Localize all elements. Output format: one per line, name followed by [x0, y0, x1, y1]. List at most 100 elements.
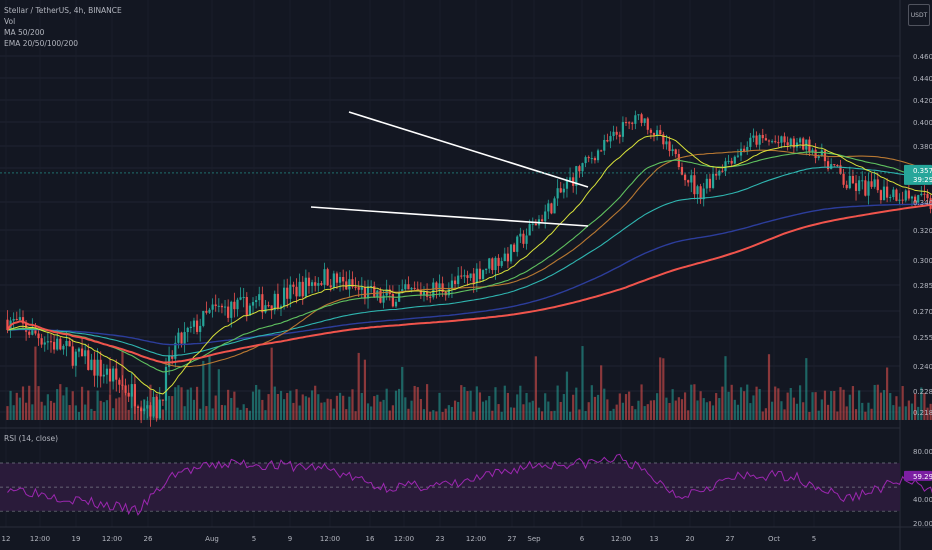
candle-body: [830, 164, 833, 170]
volume-bar: [289, 390, 292, 420]
candle-body: [332, 273, 335, 288]
volume-bar: [668, 403, 671, 420]
candle-body: [227, 306, 230, 318]
volume-bar: [258, 389, 261, 420]
candle-body: [6, 319, 9, 331]
volume-bar: [752, 395, 755, 420]
price-badge-countdown: 39:29: [913, 176, 932, 184]
volume-bar: [62, 395, 65, 420]
candle-body: [683, 174, 687, 181]
candle-body: [416, 288, 419, 290]
candle-body: [307, 277, 311, 286]
volume-bar: [861, 402, 864, 420]
volume-bar: [696, 400, 699, 420]
candle-body: [155, 396, 158, 419]
volume-bar: [808, 411, 811, 420]
time-tick-label: 12:00: [466, 535, 486, 543]
volume-bar: [398, 388, 401, 420]
time-tick-label: 23: [436, 535, 445, 543]
volume-bar: [366, 403, 370, 420]
volume-bar: [556, 385, 559, 420]
volume-bar: [705, 402, 708, 420]
candle-body: [503, 253, 506, 262]
candle-body: [130, 384, 133, 397]
volume-bar: [65, 387, 68, 420]
volume-bar: [774, 386, 777, 420]
volume-bar: [345, 409, 348, 420]
candle-body: [485, 268, 488, 271]
volume-bar: [848, 394, 851, 420]
volume-bar: [534, 356, 537, 420]
candle-body: [279, 306, 283, 309]
volume-bar: [363, 359, 367, 420]
candle-body: [646, 118, 649, 130]
candle-body: [435, 282, 438, 290]
candle-body: [870, 181, 873, 187]
candle-body: [733, 156, 736, 164]
volume-bar: [711, 405, 715, 420]
volume-bar: [640, 384, 643, 420]
candle-body: [161, 399, 164, 401]
volume-bar: [404, 397, 407, 420]
symbol-title[interactable]: Stellar / TetherUS, 4h, BINANCE: [4, 6, 122, 15]
volume-bar: [236, 407, 239, 420]
volume-bar: [836, 411, 839, 420]
candle-body: [767, 140, 771, 142]
candle-body: [652, 132, 656, 136]
volume-bar: [202, 360, 205, 420]
ema-label[interactable]: EMA 20/50/100/200: [4, 39, 79, 48]
volume-bar: [80, 386, 84, 420]
candle-body: [71, 346, 74, 366]
rsi-tick-label: 40.00: [913, 496, 932, 504]
candle-body: [99, 359, 102, 377]
candle-body: [711, 173, 715, 188]
vol-label[interactable]: Vol: [4, 17, 16, 26]
candle-body: [568, 177, 572, 181]
volume-bar: [907, 400, 910, 420]
volume-bar: [189, 387, 192, 420]
rsi-label[interactable]: RSI (14, close): [4, 434, 59, 443]
candle-body: [140, 408, 143, 412]
currency-badge[interactable]: USDT: [908, 4, 930, 26]
candle-body: [718, 170, 721, 176]
candle-body: [255, 300, 258, 303]
ma-label[interactable]: MA 50/200: [4, 28, 45, 37]
volume-bar: [460, 385, 463, 420]
candle-body: [59, 338, 62, 350]
time-tick-label: 20: [686, 535, 695, 543]
candle-body: [177, 332, 180, 343]
candle-body: [752, 135, 755, 138]
volume-bar: [901, 386, 904, 420]
volume-bar: [261, 399, 264, 420]
volume-bar: [251, 391, 255, 420]
candle-body: [472, 273, 475, 284]
volume-bar: [248, 410, 252, 420]
candle-body: [895, 189, 898, 201]
candle-body: [463, 275, 466, 277]
volume-bar: [102, 402, 105, 420]
volume-bar: [870, 408, 873, 420]
volume-bar: [798, 385, 802, 420]
volume-bar: [171, 396, 174, 420]
candle-body: [317, 283, 320, 286]
volume-bar: [394, 390, 398, 420]
candle-body: [534, 223, 537, 226]
time-tick-label: 27: [726, 535, 735, 543]
candle-body: [214, 304, 217, 307]
candle-body: [404, 284, 407, 290]
volume-bar: [56, 389, 59, 420]
candle-body: [245, 297, 248, 316]
price-tick-label: 0.2180: [913, 409, 932, 417]
time-tick-label: 19: [72, 535, 81, 543]
candle-body: [133, 384, 137, 407]
candle-body: [68, 340, 71, 347]
volume-bar: [351, 389, 354, 420]
volume-bar: [338, 392, 342, 420]
candle-body: [488, 258, 491, 269]
volume-bar: [105, 400, 109, 420]
volume-bar: [283, 399, 286, 420]
